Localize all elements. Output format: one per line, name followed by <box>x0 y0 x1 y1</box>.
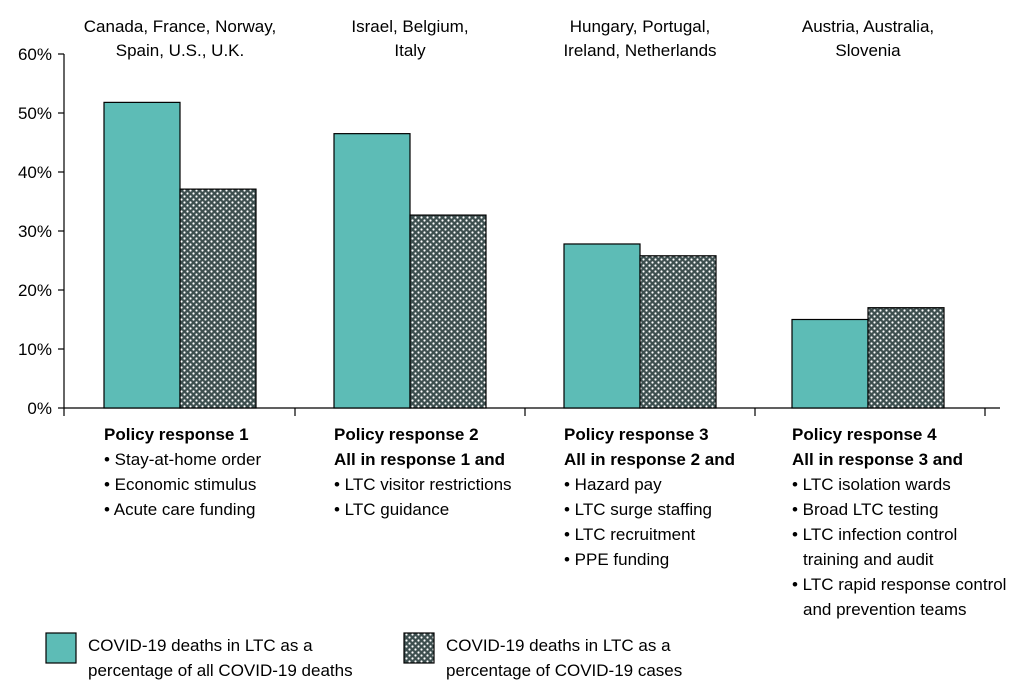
group-country-label: Spain, U.S., U.K. <box>116 41 245 60</box>
bar-deaths-4 <box>791 318 869 409</box>
policy-title: Policy response 2 <box>334 425 479 444</box>
policy-title: All in response 3 and <box>792 450 963 469</box>
y-tick-label: 60% <box>18 45 52 64</box>
bar-cases-1 <box>179 188 257 409</box>
bar-deaths-2 <box>333 133 411 409</box>
legend-label: COVID-19 deaths in LTC as a <box>446 636 671 655</box>
group-country-label: Slovenia <box>835 41 901 60</box>
y-tick-label: 10% <box>18 340 52 359</box>
policy-item: • Stay-at-home order <box>104 450 261 469</box>
group-country-label: Ireland, Netherlands <box>563 41 716 60</box>
policy-item: • LTC isolation wards <box>792 475 951 494</box>
policy-item: • Hazard pay <box>564 475 662 494</box>
y-tick-label: 30% <box>18 222 52 241</box>
policy-item: • LTC surge staffing <box>564 500 712 519</box>
y-tick-label: 50% <box>18 104 52 123</box>
bars <box>103 101 945 409</box>
policy-title: All in response 1 and <box>334 450 505 469</box>
legend-swatch-cases <box>403 632 435 664</box>
policy-item: • Acute care funding <box>104 500 256 519</box>
legend: COVID-19 deaths in LTC as a percentage of… <box>45 632 682 680</box>
y-tick-label: 40% <box>18 163 52 182</box>
bar-cases-4 <box>867 307 945 409</box>
legend-swatch-deaths <box>45 632 77 664</box>
group-country-label: Italy <box>394 41 426 60</box>
bar-cases-2 <box>409 214 487 409</box>
policy-title: All in response 2 and <box>564 450 735 469</box>
legend-label: percentage of all COVID-19 deaths <box>88 661 353 680</box>
group-country-label: Hungary, Portugal, <box>570 17 710 36</box>
bar-deaths-1 <box>103 101 181 409</box>
policy-item: • LTC recruitment <box>564 525 696 544</box>
group-country-label: Austria, Australia, <box>802 17 934 36</box>
policy-title: Policy response 3 <box>564 425 709 444</box>
y-tick-label: 20% <box>18 281 52 300</box>
group-country-label: Canada, France, Norway, <box>84 17 276 36</box>
policy-item: • LTC guidance <box>334 500 449 519</box>
policy-item: • PPE funding <box>564 550 669 569</box>
bar-cases-3 <box>639 255 717 409</box>
legend-label: COVID-19 deaths in LTC as a <box>88 636 313 655</box>
policy-item: • Broad LTC testing <box>792 500 938 519</box>
policy-item: training and audit <box>803 550 934 569</box>
group-country-label: Israel, Belgium, <box>351 17 468 36</box>
policy-title: Policy response 1 <box>104 425 249 444</box>
labels: Canada, France, Norway, Spain, U.S., U.K.… <box>84 17 1007 619</box>
policy-title: Policy response 4 <box>792 425 937 444</box>
policy-item: and prevention teams <box>803 600 967 619</box>
policy-item: • LTC infection control <box>792 525 957 544</box>
policy-item: • LTC visitor restrictions <box>334 475 512 494</box>
bar-deaths-3 <box>563 243 641 409</box>
policy-item: • LTC rapid response control <box>792 575 1006 594</box>
y-tick-label: 0% <box>27 399 52 418</box>
policy-item: • Economic stimulus <box>104 475 256 494</box>
legend-label: percentage of COVID-19 cases <box>446 661 682 680</box>
